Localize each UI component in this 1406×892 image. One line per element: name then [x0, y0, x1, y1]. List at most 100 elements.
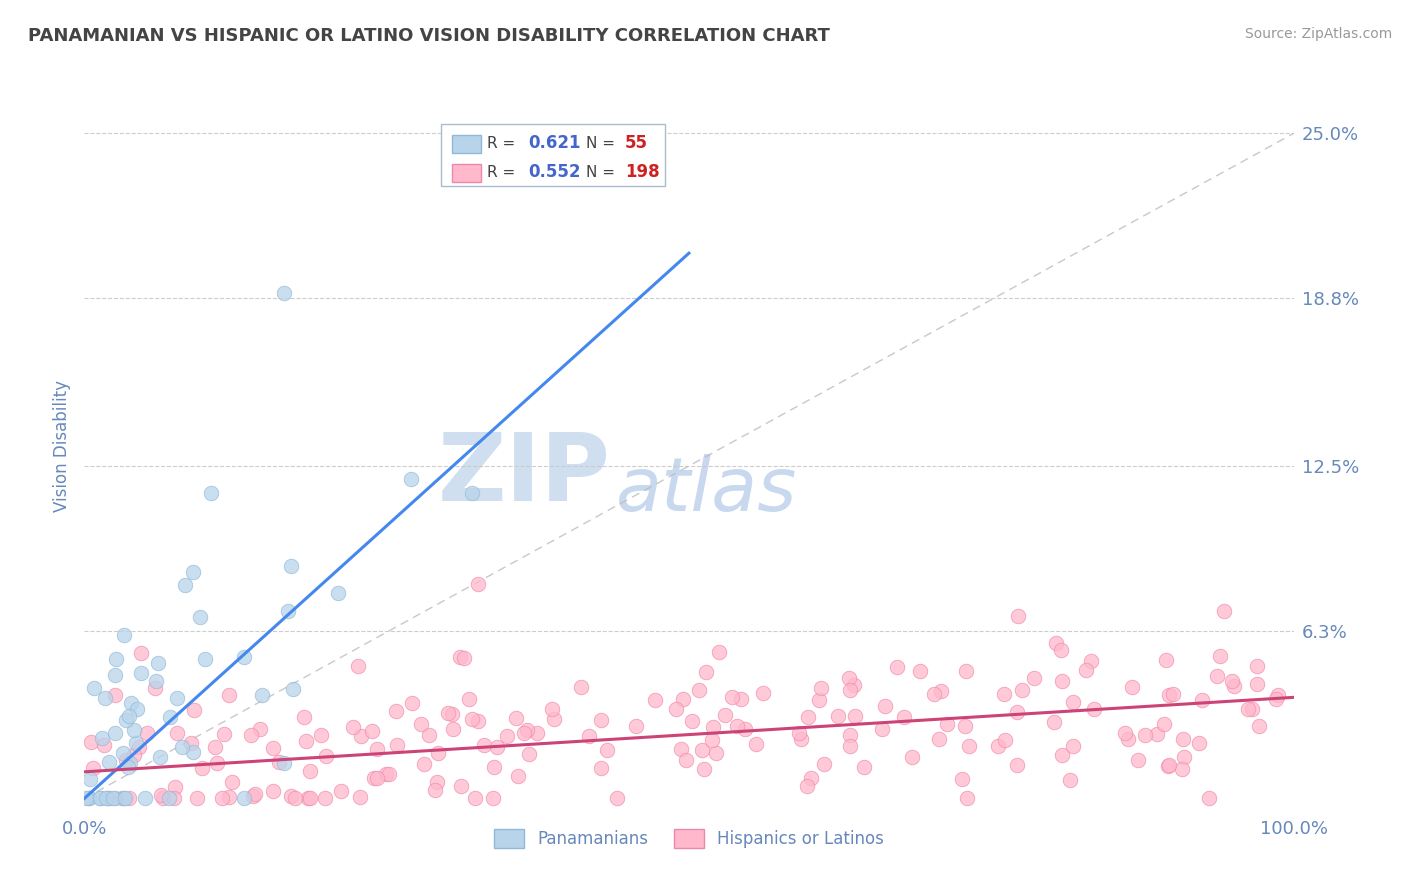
- Point: [994, 733, 1017, 747]
- Point: [875, 699, 897, 714]
- Point: [233, 650, 256, 665]
- Point: [908, 664, 931, 678]
- Point: [104, 791, 127, 805]
- Point: [135, 726, 157, 740]
- Point: [1049, 643, 1071, 657]
- Point: [886, 660, 908, 674]
- Point: [1153, 717, 1175, 731]
- Point: [1161, 687, 1184, 701]
- Point: [105, 651, 128, 665]
- Point: [243, 787, 266, 801]
- Point: [505, 710, 527, 724]
- Point: [1156, 653, 1178, 667]
- Point: [385, 704, 408, 718]
- Point: [93, 738, 115, 752]
- Point: [839, 728, 862, 742]
- Point: [330, 784, 353, 798]
- Point: [186, 791, 208, 805]
- Point: [129, 666, 152, 681]
- Point: [665, 702, 688, 716]
- Point: [700, 732, 723, 747]
- Point: [1209, 648, 1232, 663]
- Point: [950, 772, 973, 787]
- Point: [143, 681, 166, 695]
- Point: [495, 729, 517, 743]
- Point: [239, 728, 262, 742]
- Point: [1157, 759, 1180, 773]
- Point: [671, 742, 693, 756]
- Point: [180, 736, 202, 750]
- Point: [413, 757, 436, 772]
- Point: [163, 780, 186, 794]
- Point: [181, 745, 204, 759]
- Point: [218, 689, 240, 703]
- FancyBboxPatch shape: [451, 164, 481, 182]
- Point: [461, 712, 484, 726]
- Point: [401, 696, 423, 710]
- Point: [591, 761, 613, 775]
- FancyBboxPatch shape: [441, 124, 665, 186]
- Point: [314, 791, 336, 805]
- Point: [207, 756, 229, 771]
- Point: [1011, 683, 1033, 698]
- Point: [378, 767, 401, 781]
- Text: PANAMANIAN VS HISPANIC OR LATINO VISION DISABILITY CORRELATION CHART: PANAMANIAN VS HISPANIC OR LATINO VISION …: [28, 27, 830, 45]
- Point: [166, 726, 188, 740]
- Point: [987, 739, 1010, 753]
- Point: [96, 791, 118, 805]
- Point: [284, 791, 307, 805]
- FancyBboxPatch shape: [451, 136, 481, 153]
- Point: [1159, 758, 1181, 772]
- Point: [872, 722, 894, 736]
- Point: [928, 732, 950, 747]
- Point: [1059, 772, 1081, 787]
- Point: [1191, 692, 1213, 706]
- Point: [692, 762, 714, 776]
- Point: [644, 693, 666, 707]
- Point: [98, 756, 121, 770]
- Point: [122, 747, 145, 762]
- Point: [273, 756, 295, 770]
- Point: [595, 743, 617, 757]
- Point: [681, 714, 703, 729]
- Point: [1220, 673, 1243, 688]
- Point: [935, 716, 957, 731]
- Point: [744, 737, 766, 751]
- Point: [191, 761, 214, 775]
- Point: [453, 651, 475, 665]
- Point: [441, 722, 464, 736]
- Point: [1121, 680, 1143, 694]
- Text: N =: N =: [586, 136, 616, 151]
- Point: [813, 757, 835, 772]
- Point: [360, 723, 382, 738]
- Point: [1173, 750, 1195, 764]
- Point: [437, 706, 460, 721]
- Text: Source: ZipAtlas.com: Source: ZipAtlas.com: [1244, 27, 1392, 41]
- Point: [297, 791, 319, 805]
- Point: [1246, 677, 1268, 691]
- Point: [128, 739, 150, 754]
- Point: [695, 665, 717, 679]
- Text: R =: R =: [486, 136, 515, 151]
- Point: [111, 791, 134, 805]
- Point: [893, 710, 915, 724]
- Point: [543, 712, 565, 726]
- Point: [366, 771, 388, 785]
- Point: [89, 791, 111, 805]
- Point: [118, 791, 141, 805]
- Point: [387, 738, 409, 752]
- Point: [449, 650, 471, 665]
- Point: [457, 691, 479, 706]
- Point: [174, 578, 197, 592]
- Point: [83, 681, 105, 695]
- Point: [104, 688, 127, 702]
- Point: [399, 472, 422, 486]
- Point: [232, 791, 254, 805]
- Point: [75, 791, 97, 805]
- Point: [924, 688, 946, 702]
- Point: [481, 791, 503, 805]
- Point: [807, 693, 830, 707]
- Point: [1050, 748, 1073, 763]
- Legend: Panamanians, Hispanics or Latinos: Panamanians, Hispanics or Latinos: [488, 822, 890, 855]
- Point: [1265, 692, 1288, 706]
